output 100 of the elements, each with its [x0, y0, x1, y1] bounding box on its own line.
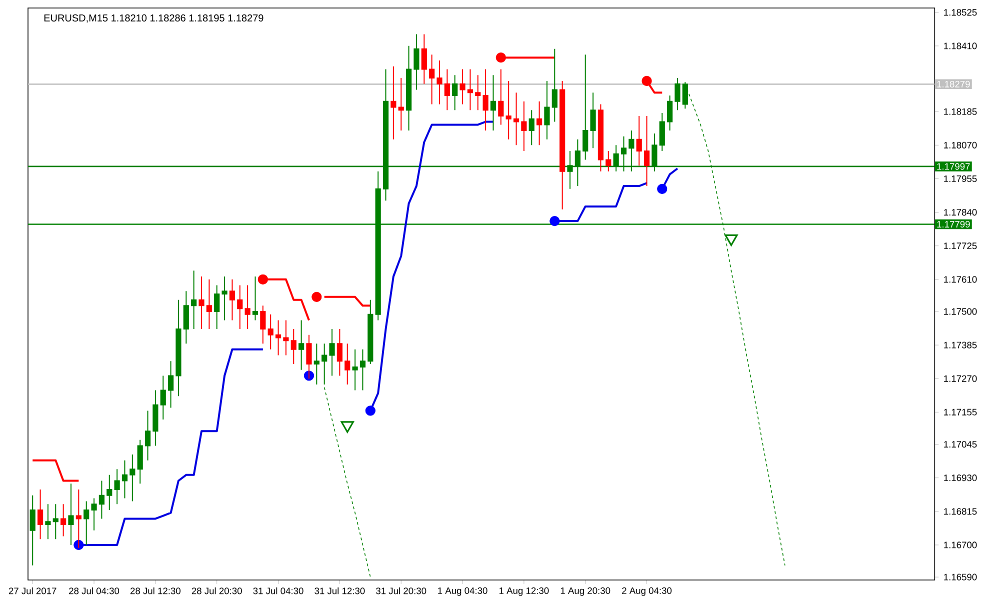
- point: [258, 274, 268, 284]
- y-tick-label: 1.17270: [944, 375, 977, 382]
- x-tick-label: 27 Jul 2017: [8, 587, 56, 594]
- x-tick-label: 31 Jul 20:30: [376, 587, 426, 594]
- y-tick-label: 1.17385: [944, 342, 977, 348]
- x-tick-label: 31 Jul 12:30: [314, 587, 365, 594]
- candlestick: [436, 60, 442, 105]
- candlestick: [60, 504, 66, 537]
- candlestick: [667, 95, 673, 132]
- x-tick-label: 1 Aug 20:30: [560, 587, 610, 596]
- candlestick: [467, 68, 474, 111]
- candlestick: [598, 104, 604, 172]
- x-tick-label: 28 Jul 20:30: [192, 587, 242, 594]
- candlestick: [144, 410, 151, 461]
- candlestick: [536, 100, 542, 146]
- candlestick: [283, 320, 289, 356]
- candlestick: [322, 343, 328, 385]
- candlestick: [314, 343, 320, 385]
- y-tick-label: 1.17045: [944, 440, 977, 448]
- candlestick: [329, 328, 335, 376]
- candlestick: [114, 468, 120, 505]
- y-tick-label: 1.16700: [944, 542, 977, 548]
- candlestick: [214, 284, 220, 330]
- candlestick: [91, 498, 97, 531]
- candlestick: [506, 80, 512, 140]
- candlestick: [644, 115, 650, 187]
- candlestick: [336, 328, 342, 376]
- candlestick: [76, 489, 82, 548]
- candlestick: [560, 80, 566, 210]
- candlestick: [414, 34, 420, 90]
- point: [312, 292, 322, 302]
- candlestick: [191, 270, 197, 330]
- candlestick: [475, 74, 481, 111]
- candlestick: [45, 504, 51, 540]
- candlestick: [528, 110, 534, 146]
- y-tick-label: 1.17610: [944, 276, 977, 283]
- candlestick: [544, 80, 550, 140]
- candlestick: [552, 48, 558, 122]
- y-tick-label: 1.16590: [944, 574, 977, 580]
- candlestick: [306, 334, 312, 380]
- x-tick-label: 1 Aug 04:30: [438, 587, 488, 596]
- candlestick: [206, 278, 212, 330]
- y-tick-label: 1.18410: [944, 42, 977, 50]
- candlestick: [68, 483, 74, 546]
- candlestick: [229, 278, 236, 321]
- candlestick: [406, 45, 412, 132]
- candlestick: [390, 66, 396, 140]
- candlestick: [421, 34, 427, 84]
- candlestick: [275, 320, 282, 356]
- ref-line-label: 1.18279: [937, 80, 970, 88]
- candlestick: [252, 276, 258, 321]
- candlestick: [360, 348, 366, 391]
- candlestick: [122, 460, 128, 499]
- y-tick-label: 1.17955: [944, 175, 977, 182]
- point: [365, 406, 376, 416]
- candlestick: [606, 150, 612, 172]
- y-tick-label: 1.18185: [944, 108, 977, 115]
- ref-line-label: 1.17997: [937, 163, 970, 170]
- y-tick-label: 1.17500: [944, 308, 977, 315]
- candlestick: [659, 112, 665, 152]
- candlestick: [290, 328, 296, 365]
- y-tick-label: 1.18525: [944, 9, 977, 16]
- candlestick: [636, 115, 642, 166]
- candlestick: [460, 68, 466, 105]
- candlestick: [260, 305, 266, 344]
- x-tick-label: 1 Aug 12:30: [499, 587, 549, 596]
- candlestick: [30, 494, 36, 566]
- candlestick: [183, 290, 189, 344]
- text: EURUSD,M15 1.18210 1.18286 1.18195 1.18279: [44, 14, 264, 23]
- y-tick-label: 1.16815: [944, 508, 977, 515]
- candlestick: [521, 100, 527, 152]
- candlestick: [298, 320, 304, 370]
- candlestick: [368, 299, 374, 365]
- candlestick: [429, 54, 435, 105]
- y-tick-label: 1.17155: [944, 408, 977, 416]
- candlestick: [37, 489, 44, 540]
- candlestick: [674, 78, 680, 111]
- candlestick: [237, 284, 243, 330]
- candlestick: [344, 343, 350, 385]
- candlestick: [160, 375, 166, 420]
- candlestick: [590, 92, 596, 149]
- candlestick: [244, 284, 250, 330]
- candlestick: [444, 68, 450, 111]
- point: [496, 52, 506, 63]
- candlestick: [152, 390, 158, 446]
- candlestick: [176, 299, 182, 397]
- candlestick: [268, 314, 274, 350]
- candlestick: [52, 504, 58, 540]
- x-tick-label: 28 Jul 12:30: [130, 587, 180, 594]
- ref-line-label: 1.17799: [937, 220, 970, 228]
- candlestick: [482, 68, 488, 132]
- candlestick: [222, 276, 228, 321]
- candlestick: [498, 68, 504, 126]
- x-tick-label: 31 Jul 04:30: [253, 587, 304, 594]
- candlestick: [452, 74, 458, 111]
- point: [642, 76, 652, 86]
- candlestick: [513, 92, 520, 146]
- candlestick: [130, 454, 136, 502]
- point: [550, 216, 560, 226]
- candlestick: [106, 474, 112, 510]
